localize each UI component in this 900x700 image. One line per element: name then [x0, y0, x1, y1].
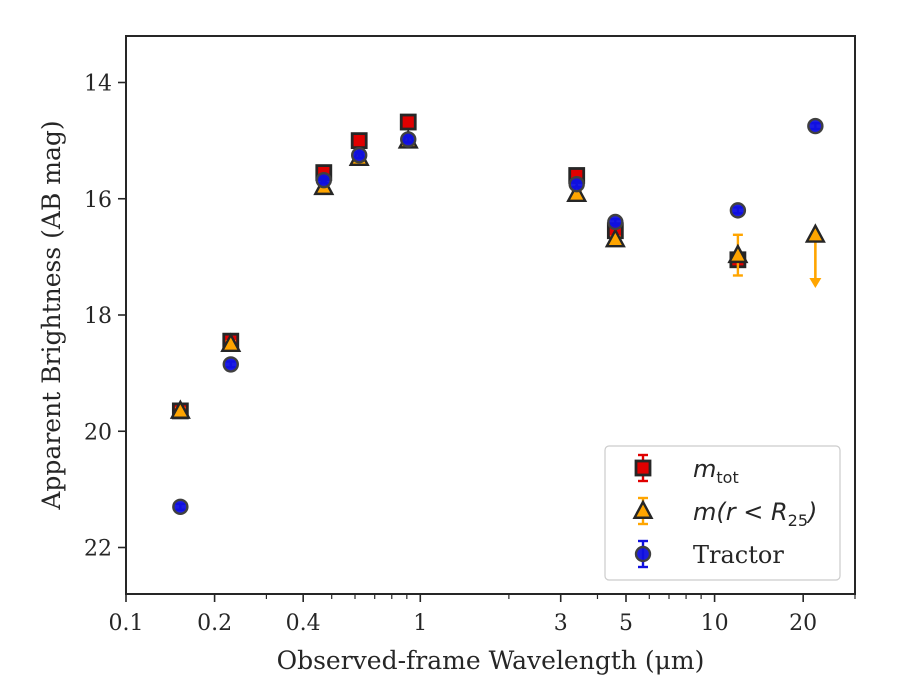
- legend-label: Tractor: [693, 541, 784, 569]
- x-tick-label: 0.2: [197, 611, 232, 636]
- y-tick-label: 18: [84, 304, 112, 329]
- x-tick-label: 0.1: [109, 611, 144, 636]
- x-tick-label: 5: [619, 611, 633, 636]
- x-tick-label: 3: [554, 611, 568, 636]
- legend: mtot m(r < R25) Tractor: [604, 445, 841, 581]
- legend-marker-triangle: [632, 499, 654, 519]
- data-point-triangle: [220, 332, 242, 353]
- legend-marker-circle: [634, 545, 652, 563]
- legend-marker-square: [634, 459, 652, 477]
- data-point-triangle: [169, 399, 191, 419]
- data-marks: [169, 113, 826, 516]
- data-point-triangle: [566, 182, 588, 203]
- data-point-triangle: [604, 227, 626, 248]
- y-tick-label: 20: [84, 420, 112, 445]
- upper-limit-arrow-head: [809, 277, 822, 288]
- data-point-circle: [350, 146, 368, 164]
- plot-frame: [125, 35, 856, 595]
- y-tick-label: 22: [84, 537, 112, 562]
- data-point-circle: [315, 171, 332, 189]
- y-tick-label: 16: [84, 188, 112, 213]
- legend-label: m(r < R25): [693, 498, 817, 530]
- data-point-square: [399, 113, 417, 131]
- data-point-circle: [568, 176, 585, 193]
- y-axis-label: Apparent Brightness (AB mag): [37, 120, 66, 510]
- y-axis-ticks: 14 16 18 20 22: [84, 72, 126, 562]
- x-tick-label: 10: [701, 611, 729, 636]
- x-tick-label: 1: [413, 611, 427, 636]
- legend-label: mtot: [693, 455, 739, 487]
- data-point-circle: [172, 498, 189, 516]
- data-point-square: [350, 132, 368, 150]
- x-tick-label: 0.4: [286, 611, 321, 636]
- x-axis-label: Observed-frame Wavelength (μm): [277, 646, 705, 675]
- data-point-circle: [607, 213, 624, 231]
- x-tick-label: 20: [789, 611, 817, 636]
- data-point-circle: [400, 131, 417, 148]
- data-point-triangle: [804, 223, 826, 243]
- data-point-triangle: [727, 243, 749, 264]
- data-point-circle: [807, 117, 824, 135]
- x-axis-ticks: 0.1 0.2 0.4 1 3 5 10 20: [109, 594, 856, 636]
- data-point-circle: [729, 202, 747, 219]
- series-circle: [172, 117, 824, 516]
- data-point-circle: [222, 356, 239, 373]
- y-tick-label: 14: [84, 72, 112, 97]
- legend-box: [604, 445, 841, 581]
